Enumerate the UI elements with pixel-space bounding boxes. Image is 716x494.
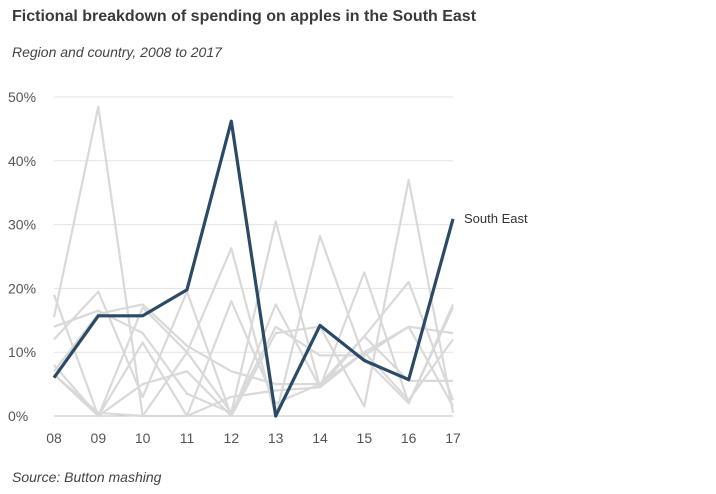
background-series-group xyxy=(52,105,455,418)
background-series-line xyxy=(53,178,455,418)
y-tick-label: 0% xyxy=(8,408,28,424)
background-series-line xyxy=(53,300,453,418)
x-tick-label: 09 xyxy=(91,430,107,446)
x-tick-label: 13 xyxy=(268,430,284,446)
y-tick-label: 10% xyxy=(8,344,36,360)
highlight-series-group: South East xyxy=(52,119,528,418)
x-tick-label: 16 xyxy=(401,430,417,446)
y-tick-label: 30% xyxy=(8,217,36,233)
y-tick-label: 20% xyxy=(8,280,36,296)
background-series-line xyxy=(53,280,455,418)
background-series-line xyxy=(53,220,454,414)
background-series-line xyxy=(53,325,454,418)
chart-title: Fictional breakdown of spending on apple… xyxy=(12,8,477,25)
series-label-south-east: South East xyxy=(464,211,528,226)
y-axis: 0% 10% 20% 30% 40% 50% xyxy=(8,89,36,424)
x-tick-label: 10 xyxy=(135,430,151,446)
x-axis: 08 09 10 11 12 13 14 15 16 17 xyxy=(46,430,461,446)
x-tick-label: 15 xyxy=(357,430,373,446)
background-series-line xyxy=(53,303,454,402)
x-tick-label: 14 xyxy=(312,430,328,446)
x-tick-label: 17 xyxy=(445,430,461,446)
x-tick-label: 12 xyxy=(224,430,240,446)
x-tick-label: 08 xyxy=(46,430,62,446)
background-series-line xyxy=(52,105,455,418)
chart-subtitle: Region and country, 2008 to 2017 xyxy=(12,44,222,60)
y-tick-label: 50% xyxy=(8,89,36,105)
chart-source: Source: Button mashing xyxy=(12,469,162,485)
y-tick-label: 40% xyxy=(8,153,36,169)
x-tick-label: 11 xyxy=(180,430,195,446)
south-east-series-line xyxy=(52,119,455,418)
